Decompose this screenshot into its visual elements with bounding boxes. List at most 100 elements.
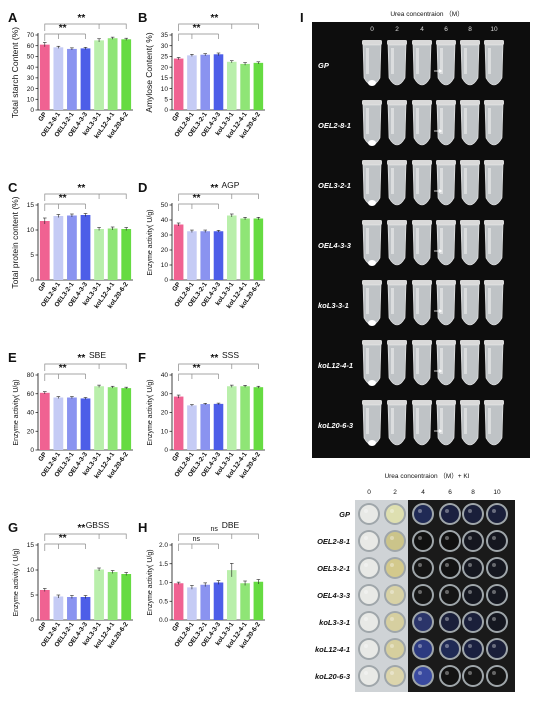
well xyxy=(386,532,404,550)
well xyxy=(414,532,432,550)
sediment xyxy=(368,80,376,86)
column-label: 8 xyxy=(471,489,475,496)
bar xyxy=(94,386,104,450)
bar xyxy=(240,218,250,280)
tube-cap xyxy=(436,280,456,285)
bar xyxy=(200,584,210,620)
y-tick-label: 10 xyxy=(161,428,169,435)
tube-cap xyxy=(484,160,504,165)
tube-body xyxy=(484,164,504,206)
sig-bracket xyxy=(44,373,86,381)
well xyxy=(488,613,506,631)
y-tick-label: 10 xyxy=(161,262,169,269)
well-highlight xyxy=(390,536,394,540)
sig-bracket xyxy=(178,33,219,41)
y-tick-label: 20 xyxy=(161,247,169,254)
row-label: OEL3-2-1 xyxy=(317,564,350,573)
y-tick-label: 0 xyxy=(30,277,34,284)
row-label: OEL4-3-3 xyxy=(317,591,351,600)
y-axis-label: Enzyme activity( U/g) xyxy=(147,379,154,445)
tube-body xyxy=(362,104,382,146)
y-tick-label: 25 xyxy=(161,54,169,61)
bar xyxy=(240,583,250,620)
sig-label: ** xyxy=(59,23,67,34)
tube-cap xyxy=(412,220,432,225)
well-highlight xyxy=(364,671,368,675)
tube-highlight xyxy=(488,408,491,434)
well-highlight xyxy=(390,644,394,648)
tube-highlight xyxy=(464,168,467,194)
y-tick-label: 60 xyxy=(27,391,35,398)
y-tick-label: 0 xyxy=(30,107,34,114)
chart-h: H DBE Enzyme activity( U/g) 0.0 0.5 1.0 1.5 2.0… xyxy=(138,520,265,650)
tube-body xyxy=(387,404,407,446)
well xyxy=(360,586,378,604)
tube-cap xyxy=(460,100,480,105)
sig-label: ** xyxy=(193,193,201,204)
tube-body xyxy=(362,284,382,326)
tube-highlight xyxy=(416,348,419,374)
well xyxy=(464,667,482,685)
bar xyxy=(187,231,197,280)
sig-label: ** xyxy=(59,533,67,544)
y-tick-label: 10 xyxy=(27,227,35,234)
tube-cap xyxy=(362,160,382,165)
sediment xyxy=(368,260,376,266)
row-label: OEL4-3-3 xyxy=(318,241,352,250)
bar xyxy=(80,597,91,620)
well xyxy=(386,613,404,631)
well-highlight xyxy=(390,671,394,675)
tube-body xyxy=(436,404,456,446)
tube xyxy=(387,100,407,146)
tube-body xyxy=(460,104,480,146)
column-label: 4 xyxy=(420,26,424,33)
tube-cap xyxy=(484,280,504,285)
y-tick-label: 50 xyxy=(161,202,169,209)
y-tick-label: 20 xyxy=(161,410,169,417)
tube xyxy=(412,340,432,386)
tube-highlight xyxy=(416,408,419,434)
sig-label: ** xyxy=(211,353,219,364)
tube-highlight xyxy=(416,168,419,194)
y-tick-label: 5 xyxy=(30,252,34,259)
tube-highlight xyxy=(416,108,419,134)
well-highlight xyxy=(445,590,449,594)
bar xyxy=(53,596,64,620)
tube xyxy=(387,220,407,266)
bar xyxy=(67,397,77,450)
well xyxy=(441,586,459,604)
panel-letter: A xyxy=(8,10,18,25)
tube-cap xyxy=(412,160,432,165)
tube-cap xyxy=(484,220,504,225)
tube-highlight xyxy=(464,348,467,374)
tube xyxy=(362,340,382,386)
tube-body xyxy=(436,44,456,86)
tube xyxy=(412,400,432,446)
tube-highlight xyxy=(488,288,491,314)
panel-letter: B xyxy=(138,10,147,25)
sig-bracket xyxy=(178,203,219,211)
bar xyxy=(80,215,91,280)
panel-letter: E xyxy=(8,350,17,365)
tube xyxy=(387,400,407,446)
well-highlight xyxy=(468,590,472,594)
sig-bracket xyxy=(178,533,259,541)
row-label: koL12-4-1 xyxy=(318,361,353,370)
well-highlight xyxy=(445,563,449,567)
bar xyxy=(173,396,184,450)
tube-highlight xyxy=(440,108,443,134)
chart-a: A Total starch Content (%) 0 10 20 30 40 50 60 70… xyxy=(8,10,133,140)
tube-highlight xyxy=(464,48,467,74)
y-tick-label: 10 xyxy=(161,86,169,93)
row-label: koL20-6-3 xyxy=(315,672,351,681)
well-highlight xyxy=(364,509,368,513)
y-tick-label: 0.0 xyxy=(159,617,168,624)
well xyxy=(488,640,506,658)
panel-letter: D xyxy=(138,180,147,195)
tube-cap xyxy=(362,400,382,405)
well xyxy=(414,613,432,631)
chart-title: SSS xyxy=(222,350,239,360)
row-label: OEL3-2-1 xyxy=(318,181,351,190)
